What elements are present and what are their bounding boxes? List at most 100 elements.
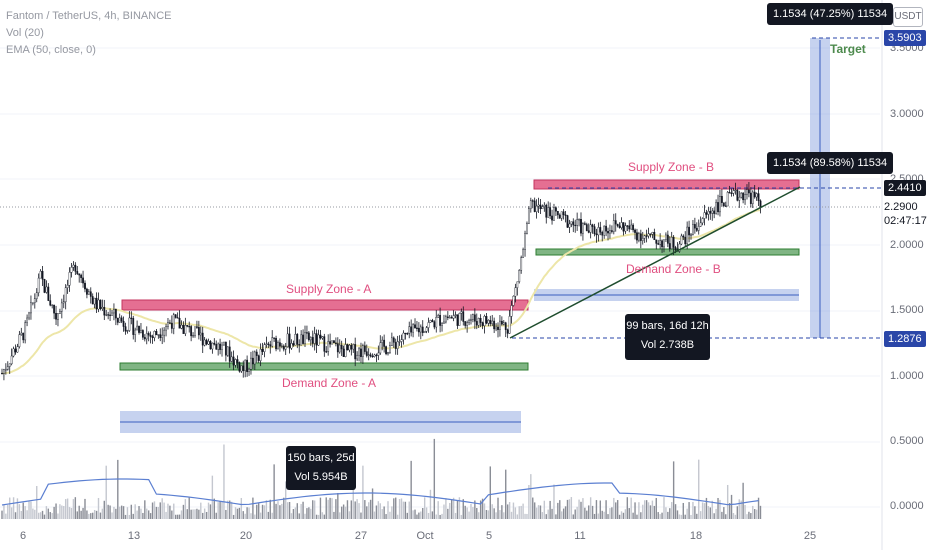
candle-body <box>630 224 633 230</box>
volume-bar <box>369 499 372 519</box>
candle-body <box>464 321 467 326</box>
candle-body <box>315 333 318 346</box>
candle-body <box>59 311 61 314</box>
candle-body <box>740 192 743 198</box>
volume-bar <box>134 504 136 519</box>
candle-body <box>713 210 716 214</box>
candle-body <box>159 334 162 338</box>
volume-bar <box>246 507 248 519</box>
volume-bar <box>377 501 380 519</box>
volume-bar <box>147 510 150 519</box>
candle-body <box>746 189 748 195</box>
candle-body <box>585 224 588 231</box>
candle-body <box>410 326 413 333</box>
volume-bar <box>659 514 661 519</box>
candle-body <box>329 341 331 345</box>
candle-body <box>601 232 604 236</box>
volume-bar <box>516 514 519 519</box>
candle-body <box>387 352 389 355</box>
volume-bar <box>296 503 298 519</box>
candle-body <box>167 322 169 327</box>
candle-body <box>240 365 243 372</box>
volume-bar <box>505 469 507 519</box>
volume-bar <box>717 497 719 519</box>
volume-bar <box>545 514 547 519</box>
candle-body <box>443 321 445 324</box>
volume-bar <box>537 505 540 519</box>
target-label: Target <box>830 42 866 56</box>
trend-line[interactable] <box>509 186 801 339</box>
candle-body <box>684 236 687 245</box>
volume-bar <box>165 511 167 519</box>
volume-bar <box>609 508 611 519</box>
candle-body <box>373 354 376 357</box>
volume-bar <box>535 507 538 519</box>
demand-zone-a-rect[interactable] <box>119 362 529 371</box>
volume-bar <box>414 509 416 519</box>
volume-bar <box>456 500 459 519</box>
volume-bar <box>117 459 119 519</box>
candle-body <box>87 291 90 295</box>
candle-body <box>481 322 484 326</box>
symbol-title[interactable]: Fantom / TetherUS, 4h, BINANCE <box>6 10 172 22</box>
volume-indicator-label[interactable]: Vol (20) <box>6 27 44 39</box>
volume-bar <box>599 500 601 519</box>
candle-body <box>64 287 67 302</box>
candle-body <box>421 326 424 333</box>
supply-zone-b-rect[interactable] <box>533 179 800 190</box>
volume-bar <box>321 512 324 519</box>
candle-body <box>70 267 73 273</box>
price-axis-label: 0.0000 <box>890 500 924 512</box>
volume-bar <box>360 512 362 519</box>
volume-bar <box>402 501 405 519</box>
candle-body <box>732 190 735 194</box>
candle-body <box>678 243 681 252</box>
candle-body <box>321 336 324 339</box>
candle-body <box>288 333 291 349</box>
candle-body <box>720 196 723 203</box>
candle-body <box>556 211 559 216</box>
volume-bar <box>559 500 561 519</box>
candle-body <box>313 333 316 344</box>
currency-unit-button[interactable]: USDT <box>893 7 923 27</box>
candle-body <box>60 302 63 312</box>
volume-bar <box>672 461 675 519</box>
candle-body <box>643 235 646 239</box>
candle-body <box>84 282 86 290</box>
candle-body <box>529 200 532 209</box>
candle-body <box>184 325 187 334</box>
volume-bar <box>28 501 30 519</box>
candle-body <box>169 322 171 324</box>
candle-body <box>41 270 44 280</box>
candle-body <box>197 327 200 336</box>
candle-body <box>333 340 335 344</box>
candle-body <box>124 326 127 332</box>
volume-bar <box>229 500 231 519</box>
volume-bar <box>422 508 424 519</box>
volume-bar <box>221 501 223 519</box>
volume-bar <box>464 505 466 519</box>
volume-bar <box>491 504 493 519</box>
volume-bar <box>638 502 640 519</box>
candle-body <box>500 320 503 325</box>
candle-body <box>609 230 611 234</box>
demand-zone-b-rect[interactable] <box>535 248 800 256</box>
volume-bar <box>404 501 407 519</box>
volume-bar <box>219 501 221 519</box>
supply-zone-a-rect[interactable] <box>121 299 529 311</box>
volume-bar <box>437 501 439 519</box>
volume-bar <box>512 502 515 519</box>
price-axis-label: 1.0000 <box>890 370 924 382</box>
range-a-bars: 150 bars, 25d <box>287 452 355 464</box>
candle-body <box>595 233 598 236</box>
candle-body <box>680 235 683 245</box>
ema-indicator-label[interactable]: EMA (50, close, 0) <box>6 44 96 56</box>
volume-bar <box>194 509 196 519</box>
candle-body <box>311 337 314 344</box>
volume-bar <box>142 512 144 519</box>
volume-bar <box>198 509 200 519</box>
candle-body <box>462 311 465 322</box>
volume-bar <box>653 505 656 519</box>
candle-body <box>692 224 694 235</box>
